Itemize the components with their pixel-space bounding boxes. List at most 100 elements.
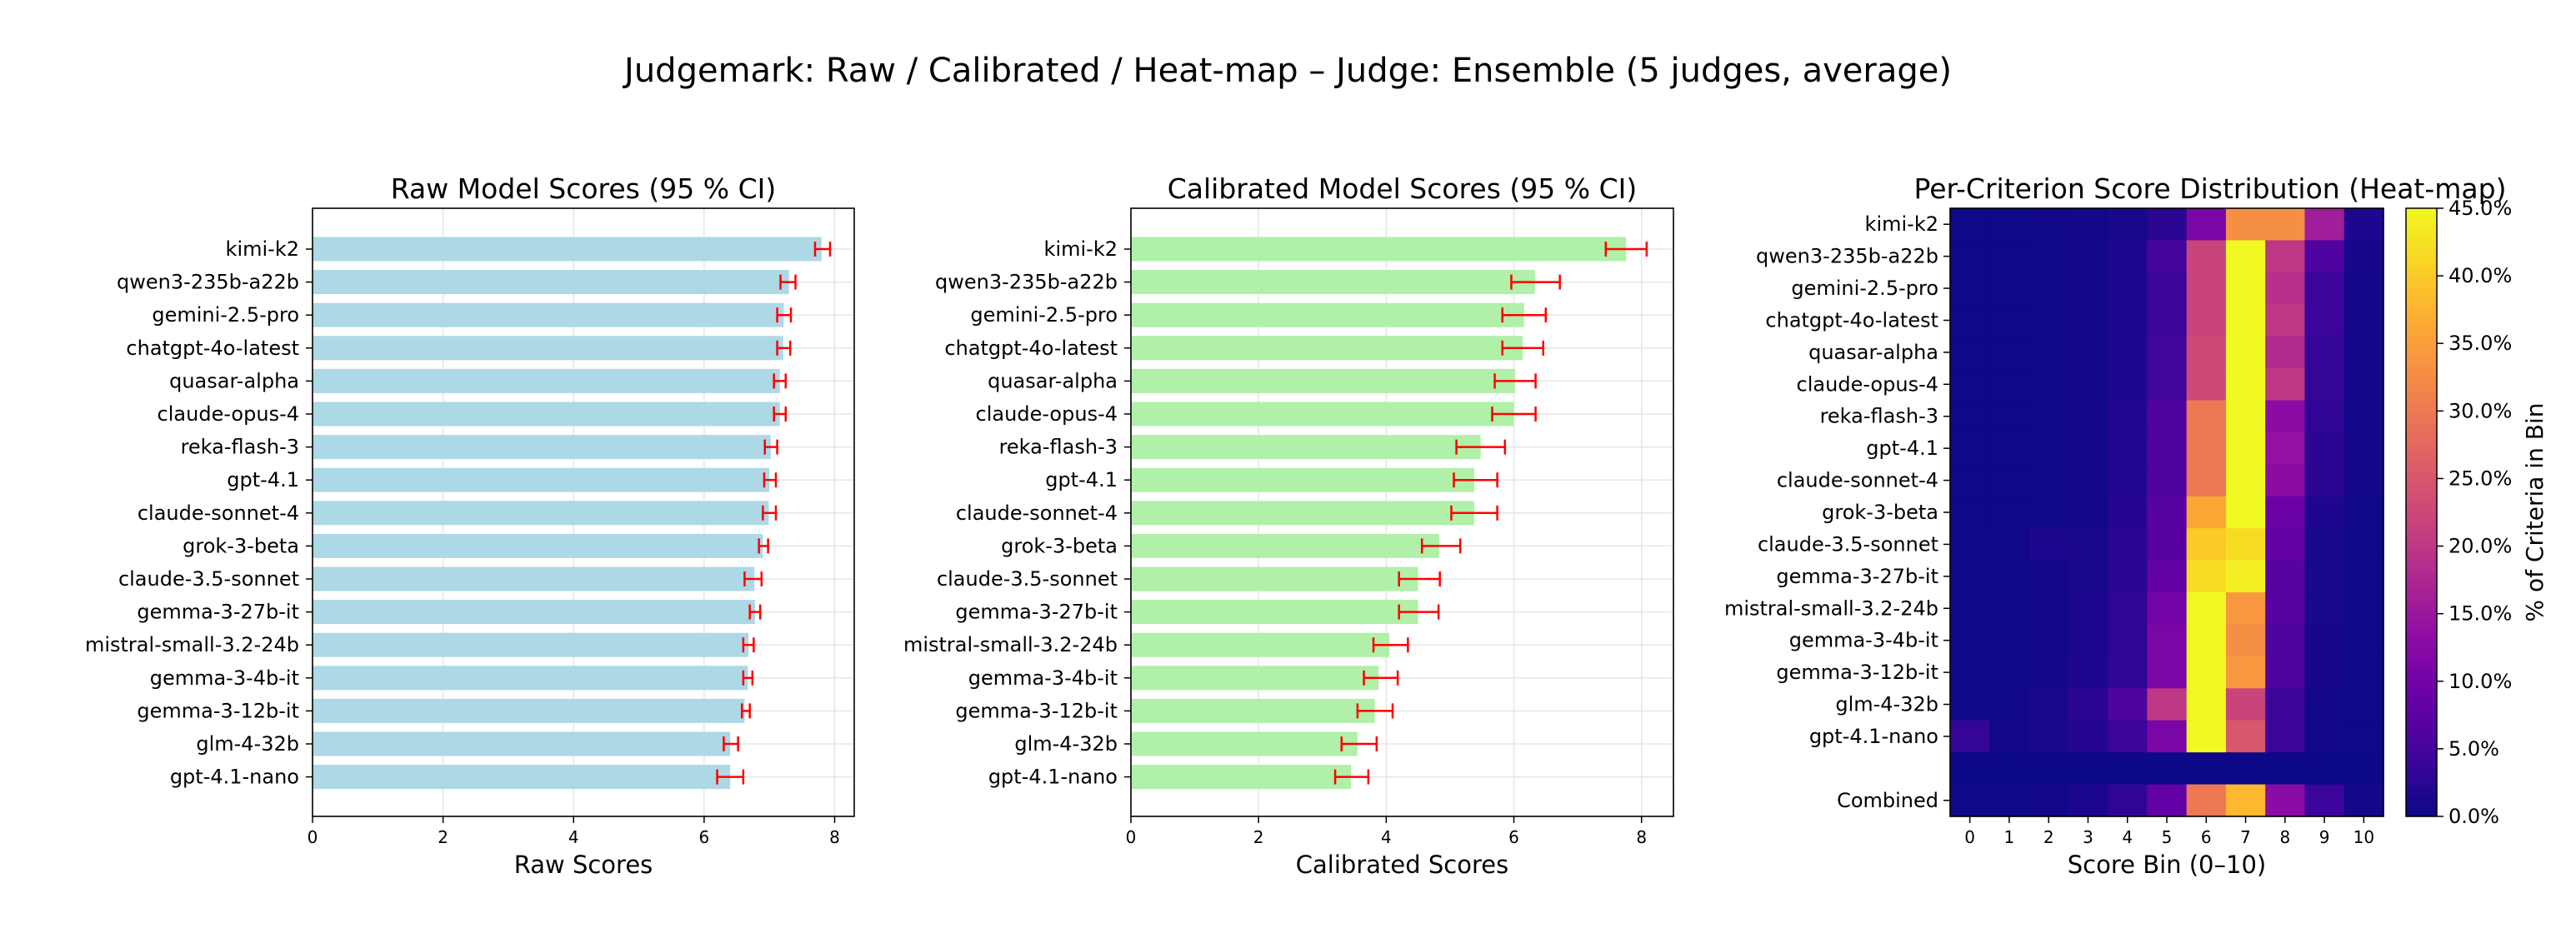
colorbar-segment [2406,701,2437,709]
heatmap-cell [1950,688,1990,721]
colorbar-segment [2406,721,2437,730]
heatmap-cell [2186,208,2227,242]
row-label: glm-4-32b [1835,693,1938,716]
heatmap-cell [1950,432,1990,465]
heatmap-cell [2225,784,2266,817]
colorbar-segment [2406,546,2437,554]
heatmap-cell [2225,368,2266,402]
colorbar-segment [2406,228,2437,237]
heatmap-cell [2265,688,2306,721]
bar [313,533,763,558]
colorbar-segment [2406,235,2437,243]
heatmap-cell [2265,272,2306,305]
heatmap-cell [2028,560,2069,593]
colorbar-tick-label: 25.0% [2448,466,2512,490]
heatmap-cell [2147,368,2188,402]
colorbar-segment [2406,782,2437,791]
heatmap-cell [2186,624,2227,657]
heatmap-cell [2068,688,2108,721]
heatmap-cell [2225,240,2266,273]
bar [1131,566,1418,591]
raw-scores-chart: kimi-k2 qwen3-235b-a22b gemini-2.5-pro chat… [85,172,855,879]
bar [313,600,755,625]
heatmap-cell [2068,560,2108,593]
heatmap-cell [2147,528,2188,561]
heatmap-cell [2147,592,2188,626]
heatmap-cell [2068,368,2108,402]
x-tick-label: 8 [1636,827,1647,847]
heatmap-cell [2343,400,2384,433]
heatmap-cell [2265,432,2306,465]
heatmap-cell [2147,496,2188,529]
colorbar-tick-label: 0.0% [2448,805,2499,828]
bar [1131,467,1475,492]
heatmap-cell [1989,464,2030,497]
colorbar-segment [2406,802,2437,811]
heatmap-cell [2265,368,2306,402]
colorbar-segment [2406,444,2437,452]
heatmap-cell [2108,496,2148,529]
heatmap-cell [2343,368,2384,402]
heatmap-cell [1989,496,2030,529]
heatmap-cell [1989,432,2030,465]
colorbar-segment [2406,208,2437,216]
heatmap-cell [2028,688,2069,721]
heatmap-cell [2304,432,2345,465]
colorbar-segment [2406,491,2437,500]
row-label: gpt-4.1-nano [1809,725,1938,748]
bar [313,501,769,526]
heatmap-cell [2186,496,2227,529]
heatmap-cell [2265,400,2306,433]
heatmap-cell [2265,784,2306,817]
heatmap-cell [2147,464,2188,497]
category-label: gemma-3-27b-it [137,601,299,624]
heatmap-cell [2068,752,2108,786]
heatmap-cell [2028,784,2069,817]
heatmap-cell [2068,464,2108,497]
heatmap-cell [2343,528,2384,561]
colorbar-segment [2406,498,2437,506]
category-label: gemma-3-4b-it [150,666,299,690]
figure-title: Judgemark: Raw / Calibrated / Heat-map –… [624,52,1952,90]
heatmap-cell [2343,336,2384,369]
row-label: claude-sonnet-4 [1777,469,1938,492]
heatmap-cell [2304,624,2345,657]
colorbar-segment [2406,695,2437,702]
heatmap-cell [2225,592,2266,626]
heatmap-cell [2343,720,2384,753]
heatmap-cell [2304,560,2345,593]
colorbar-tick-label: 5.0% [2448,737,2499,761]
heatmap-cell [2265,336,2306,369]
bar [313,765,731,790]
heatmap-cell [1989,720,2030,753]
x-tick-label: 4 [1381,827,1392,847]
colorbar-segment [2406,512,2437,520]
colorbar-segment [2406,769,2437,776]
heatmap-cell [2343,464,2384,497]
bar [313,566,755,591]
row-label: Combined [1837,789,1938,812]
colorbar-segment [2406,465,2437,472]
heatmap-cell [1989,624,2030,657]
heatmap-cell [2225,336,2266,369]
colorbar-segment [2406,641,2437,648]
colorbar-segment [2406,505,2437,513]
heatmap-cell [2186,240,2227,273]
heatmap-cell [2068,400,2108,433]
heatmap-cell [2343,656,2384,689]
heatmap-cell [2108,240,2148,273]
heatmap-cell [1950,784,1990,817]
colorbar-segment [2406,302,2437,311]
heatmap-cell [2304,464,2345,497]
category-label: qwen3-235b-a22b [935,271,1118,294]
colorbar-segment [2406,661,2437,669]
heatmap-cell [1950,752,1990,786]
colorbar-segment [2406,626,2437,635]
heatmap-cell [2068,656,2108,689]
heatmap-cell [2343,240,2384,273]
x-tick-label: 4 [568,827,579,847]
colorbar-segment [2406,330,2437,337]
heatmap-cell [2068,592,2108,626]
colorbar-segment [2406,762,2437,770]
colorbar-segment [2406,242,2437,250]
